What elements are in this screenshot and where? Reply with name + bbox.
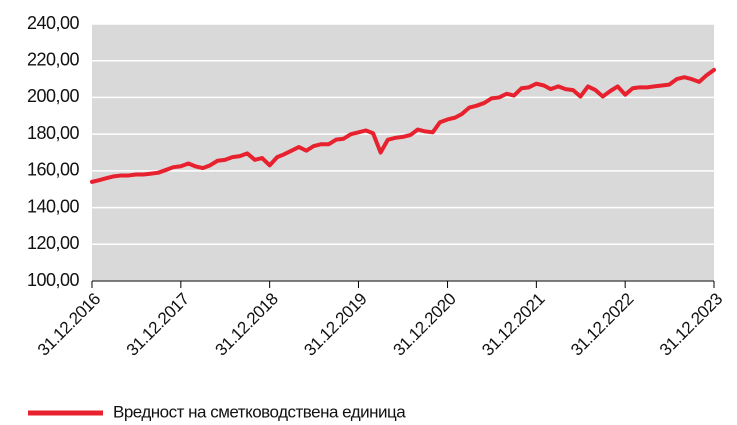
x-tick-label: 31.12.2018 [212, 290, 282, 360]
y-tick-label: 100,00 [27, 270, 80, 290]
y-tick-label: 120,00 [27, 233, 80, 253]
y-tick-label: 220,00 [27, 49, 80, 69]
x-tick-label: 31.12.2019 [300, 290, 370, 360]
y-tick-label: 160,00 [27, 160, 80, 180]
y-tick-label: 140,00 [27, 196, 80, 216]
x-tick-label: 31.12.2023 [656, 290, 726, 360]
x-tick-label: 31.12.2017 [123, 290, 193, 360]
y-tick-label: 180,00 [27, 123, 80, 143]
series-line [90, 67, 716, 184]
y-tick-label: 240,00 [27, 13, 80, 33]
y-tick-label: 200,00 [27, 86, 80, 106]
plot-area [92, 24, 714, 281]
x-tick-label: 31.12.2022 [567, 290, 637, 360]
legend-label: Вредност на сметководствена единица [113, 402, 406, 421]
x-tick-label: 31.12.2021 [478, 290, 548, 360]
x-tick-label: 31.12.2020 [389, 290, 459, 360]
x-tick-label: 31.12.2016 [34, 290, 104, 360]
